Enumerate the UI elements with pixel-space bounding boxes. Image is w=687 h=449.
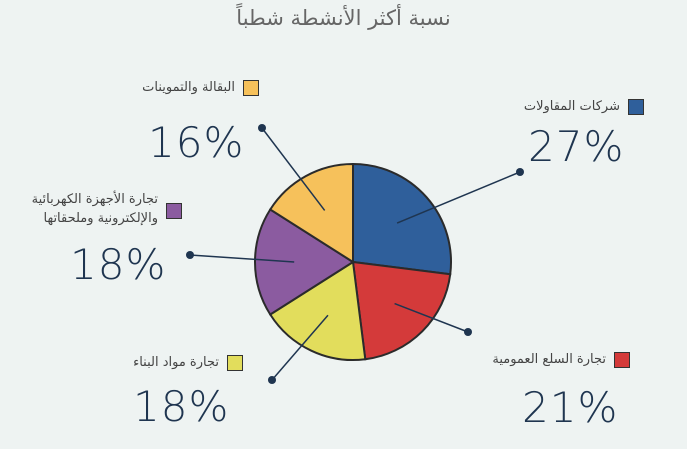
leader-dot [516,168,524,176]
value-label: 27% [528,122,625,171]
leader-dot [258,124,266,132]
legend-swatch [166,203,182,219]
legend-label: البقالة والتموينات [142,80,235,95]
chart-title: نسبة أكثر الأنشطة شطباً [236,6,451,30]
leader-dot [186,251,194,259]
pie-slice [254,208,355,316]
pie-slice [268,162,354,264]
value-label: 21% [522,383,619,432]
legend-label: شركات المقاولات [523,99,620,114]
pie-slice [268,260,367,361]
leader-line [271,314,329,381]
legend-label: تجارة الأجهزة الكهربائية والإلكترونية وم… [31,192,158,226]
leader-line [396,171,521,224]
leader-dot [268,376,276,384]
leader-line [189,254,295,263]
pie-slice [352,162,452,276]
value-label: 16% [148,118,245,167]
leader-line [394,302,469,333]
leader-line [261,127,326,211]
legend-swatch [227,355,243,371]
legend-swatch [243,80,259,96]
pie-slice [351,260,452,361]
legend-swatch [628,99,644,115]
leader-dot [464,328,472,336]
legend-label: تجارة السلع العمومية [492,352,606,367]
value-label: 18% [70,240,167,289]
legend-label: تجارة مواد البناء [133,355,219,370]
value-label: 18% [133,382,230,431]
legend-swatch [614,352,630,368]
